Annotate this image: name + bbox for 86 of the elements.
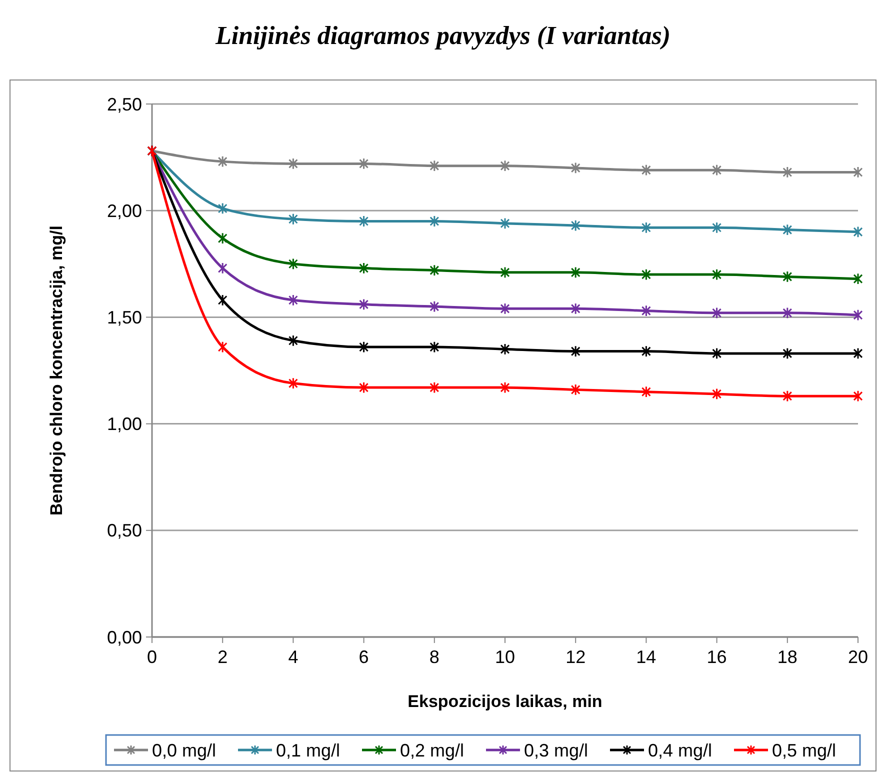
point (782, 306, 792, 319)
point (500, 266, 510, 278)
point (853, 166, 863, 178)
x-tick-label: 16 (706, 647, 727, 667)
point (712, 388, 722, 400)
x-axis-title: Ekspozicijos laikas, min (408, 692, 602, 711)
x-tick-label: 18 (777, 647, 798, 667)
point (500, 382, 510, 394)
point (853, 309, 863, 322)
point (359, 298, 369, 310)
point (500, 160, 510, 172)
y-tick-label: 1,00 (106, 414, 142, 434)
legend-label: 0,2 mg/l (400, 740, 464, 760)
point (359, 382, 369, 394)
point (570, 266, 580, 278)
point (712, 306, 722, 319)
point (218, 262, 228, 274)
point (853, 390, 863, 402)
y-tick-label: 1,50 (106, 308, 142, 328)
point (288, 258, 298, 270)
point (218, 156, 228, 168)
x-tick-label: 2 (218, 647, 228, 667)
y-tick-label: 0,00 (106, 627, 142, 648)
point (430, 341, 440, 353)
point (853, 226, 863, 238)
point (641, 386, 651, 398)
x-tick-label: 8 (429, 647, 440, 667)
point (712, 268, 722, 281)
point (641, 268, 651, 281)
point (570, 345, 580, 358)
legend-label: 0,4 mg/l (648, 740, 712, 760)
point (288, 334, 298, 347)
legend-label: 0,5 mg/l (772, 740, 836, 760)
point (641, 345, 651, 358)
point (853, 347, 863, 360)
point (500, 302, 510, 315)
point (430, 160, 440, 172)
point (641, 222, 651, 234)
point (288, 158, 298, 170)
x-tick-label: 4 (288, 647, 298, 667)
point (218, 294, 228, 306)
point (218, 202, 228, 214)
point (218, 341, 228, 353)
legend-label: 0,0 mg/l (152, 740, 216, 760)
point (288, 294, 298, 306)
point (712, 164, 722, 176)
chart-title: Linijinės diagramos pavyzdys (I variantas) (214, 21, 671, 50)
y-tick-label: 2,50 (106, 94, 142, 114)
x-tick-label: 20 (848, 647, 868, 667)
point (288, 213, 298, 226)
x-tick-label: 6 (358, 647, 369, 667)
point (430, 215, 440, 228)
point (430, 300, 440, 312)
point (570, 220, 580, 232)
point (218, 232, 228, 244)
y-axis-title: Bendrojo chloro koncentracija, mg/l (47, 226, 66, 516)
point (359, 158, 369, 170)
point (782, 166, 792, 178)
x-tick-label: 12 (566, 647, 586, 667)
point (782, 224, 792, 236)
point (570, 302, 580, 315)
point (570, 384, 580, 396)
point (359, 262, 369, 274)
y-tick-label: 0,50 (106, 520, 142, 541)
legend-label: 0,1 mg/l (276, 740, 340, 760)
point (853, 272, 863, 285)
point (430, 264, 440, 276)
point (641, 304, 651, 317)
point (782, 347, 792, 360)
x-tick-label: 0 (146, 647, 158, 667)
point (430, 382, 440, 394)
point (782, 270, 792, 283)
point (570, 162, 580, 174)
point (359, 341, 369, 353)
point (712, 222, 722, 234)
legend-label: 0,3 mg/l (524, 740, 588, 760)
point (712, 347, 722, 360)
point (500, 217, 510, 230)
x-tick-label: 10 (494, 647, 516, 667)
point (500, 343, 510, 356)
point (288, 377, 298, 390)
x-tick-label: 14 (636, 647, 656, 667)
point (782, 390, 792, 402)
y-tick-label: 2,00 (106, 200, 142, 221)
point (359, 215, 369, 228)
point (641, 164, 651, 176)
